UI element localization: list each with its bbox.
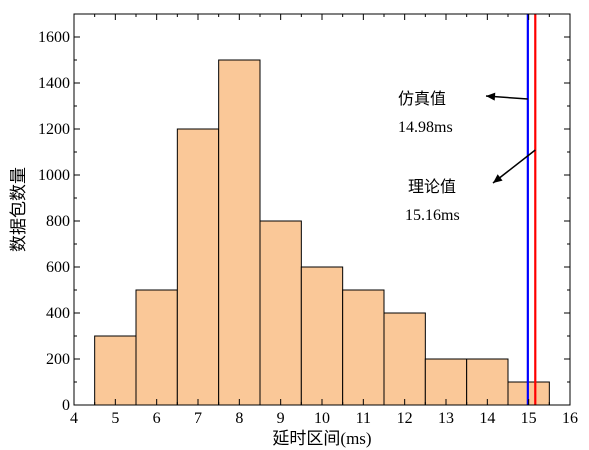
x-tick-label: 13	[438, 410, 454, 427]
y-tick-label: 1400	[38, 75, 70, 92]
y-tick-label: 1000	[38, 167, 70, 184]
x-tick-label: 8	[235, 410, 243, 427]
theoretical-value-label: 理论值	[408, 178, 456, 196]
bar-1	[94, 335, 137, 406]
x-tick-label: 9	[277, 410, 285, 427]
y-axis-label: 数据包数量	[9, 167, 28, 252]
bar-7	[342, 289, 385, 406]
x-tick-label: 14	[479, 410, 495, 427]
simulated-value-arrowhead	[486, 92, 496, 101]
bar-5	[259, 220, 302, 406]
bar-9	[424, 358, 468, 406]
ticks-layer: 4 5 6 7 8 9 10 11 12 13 14 15 16 0 200 400 600 800 1000 120…	[38, 14, 578, 427]
y-tick-label: 600	[46, 259, 70, 276]
bar-4	[218, 59, 261, 406]
x-tick-label: 16	[562, 410, 578, 427]
y-tick-label: 400	[46, 305, 70, 322]
y-tick-label: 0	[62, 397, 70, 414]
x-tick-label: 4	[70, 410, 78, 427]
reference-lines-layer	[526, 14, 537, 405]
x-tick-label: 7	[194, 410, 202, 427]
bar-6	[300, 266, 344, 406]
x-tick-label: 6	[153, 410, 161, 427]
theoretical-value-arrowhead	[493, 174, 503, 183]
x-tick-label: 11	[356, 410, 371, 427]
x-axis-label: 延时区间(ms)	[272, 429, 371, 448]
bars-layer	[94, 59, 550, 406]
bar-2	[135, 289, 178, 406]
simulated-value-label: 仿真值	[398, 90, 446, 108]
simulated-value-number: 14.98ms	[398, 119, 453, 136]
x-tick-label: 10	[314, 410, 330, 427]
y-tick-label: 1600	[38, 29, 70, 46]
x-tick-label: 15	[521, 410, 537, 427]
x-tick-label: 5	[111, 410, 119, 427]
y-tick-label: 800	[46, 213, 70, 230]
y-tick-label: 1200	[38, 121, 70, 138]
x-tick-label: 12	[397, 410, 413, 427]
bar-10	[466, 358, 509, 406]
y-tick-label: 200	[46, 351, 70, 368]
bar-8	[383, 312, 426, 406]
theoretical-value-number: 15.16ms	[405, 207, 460, 224]
bar-3	[176, 128, 220, 406]
